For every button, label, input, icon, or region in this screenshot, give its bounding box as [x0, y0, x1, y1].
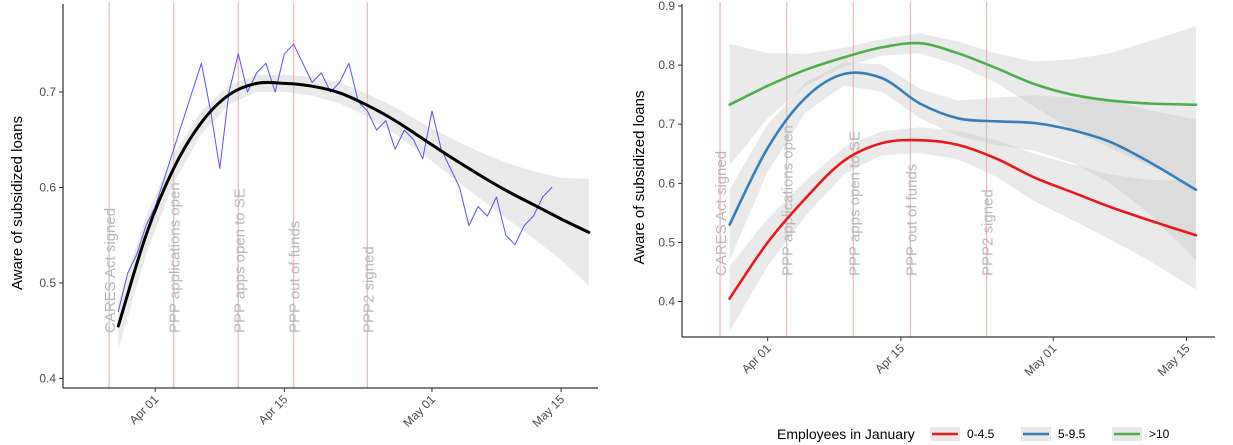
y-tick-label: 0.9 [658, 0, 675, 13]
x-tick-label: May 01 [400, 392, 438, 430]
right-chart-panel: CARES Act signed PPP applications open PPP… [631, 0, 1215, 379]
y-tick-label: 0.6 [658, 176, 675, 190]
smoothed-series-line [116, 80, 591, 328]
x-tick-label: Apr 01 [739, 341, 774, 376]
legend-title: Employees in January [777, 426, 915, 442]
event-label: PPP applications open [780, 125, 797, 276]
x-tick-label: May 15 [1155, 341, 1193, 379]
y-tick-label: 0.4 [658, 295, 675, 309]
event-label: PPP apps open to SE [231, 188, 248, 333]
series-line-10 [728, 41, 1198, 106]
legend-item-label: >10 [1149, 427, 1170, 441]
confidence-band [729, 26, 1196, 184]
confidence-band [729, 62, 1196, 261]
event-label: CARES Act signed [713, 151, 730, 276]
event-label: PPP out of funds [903, 164, 920, 276]
series-line-595 [728, 71, 1198, 226]
y-tick-label: 0.4 [39, 371, 56, 385]
x-tick-label: May 01 [1022, 341, 1060, 379]
x-tick-label: Apr 15 [256, 392, 291, 427]
y-tick-label: 0.7 [658, 117, 675, 131]
raw-series-line [117, 43, 553, 313]
x-tick-label: Apr 15 [872, 341, 907, 376]
event-label: PPP2 signed [360, 246, 377, 333]
y-tick-label: 0.7 [39, 85, 56, 99]
event-label: PPP2 signed [980, 189, 997, 276]
y-tick-label: 0.8 [658, 58, 675, 72]
y-tick-label: 0.6 [39, 180, 56, 194]
legend-item-label: 0-4.5 [967, 427, 995, 441]
series-line-045 [728, 138, 1198, 300]
x-tick-label: May 15 [529, 392, 567, 430]
confidence-band [118, 74, 589, 350]
left-chart-panel: CARES Act signed PPP applications open PPP… [9, 2, 598, 430]
y-tick-label: 0.5 [39, 276, 56, 290]
event-label: CARES Act signed [102, 208, 119, 333]
event-label: PPP out of funds [287, 221, 304, 333]
event-label: PPP applications open [167, 182, 184, 333]
event-label: PPP apps open to SE [846, 131, 863, 276]
y-axis-title: Aware of subsidized loans [9, 116, 26, 290]
y-tick-label: 0.5 [658, 235, 675, 249]
confidence-band [729, 127, 1196, 332]
legend-item-label: 5-9.5 [1058, 427, 1086, 441]
x-tick-label: Apr 01 [126, 392, 161, 427]
y-axis-title: Aware of subsidized loans [631, 91, 648, 265]
chart-legend: Employees in January 0-4.5 5-9.5 >10 [777, 426, 1170, 442]
